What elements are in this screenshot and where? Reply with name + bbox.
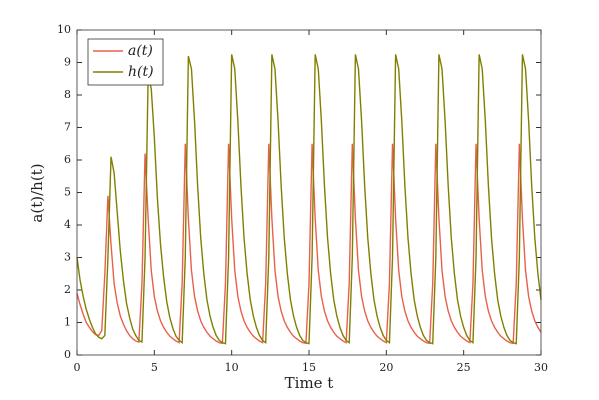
plot-frame — [76, 29, 542, 356]
y-axis-label: a(t)/h(t) — [28, 163, 46, 222]
x-axis-label: Time t — [285, 374, 334, 392]
y-tick-label: 9 — [64, 56, 71, 69]
y-tick-label: 0 — [64, 348, 71, 361]
y-tick-label: 6 — [64, 153, 71, 166]
y-tick-label: 1 — [64, 316, 71, 329]
y-tick-label: 3 — [64, 251, 71, 264]
y-tick-label: 7 — [64, 121, 71, 134]
data-line — [76, 54, 542, 345]
y-tick-label: 2 — [64, 283, 71, 296]
y-tick-label: 5 — [64, 186, 71, 199]
y-tick-label: 8 — [64, 88, 71, 101]
x-tick-label: 20 — [379, 361, 393, 374]
x-tick-label: 0 — [74, 361, 81, 374]
x-tick-label: 15 — [302, 361, 316, 374]
y-tick-label: 4 — [64, 218, 71, 231]
legend-label: h(t) — [128, 64, 154, 80]
data-line — [76, 143, 542, 345]
legend-box — [87, 38, 164, 86]
legend-label: a(t) — [128, 43, 153, 59]
x-tick-label: 25 — [457, 361, 471, 374]
x-tick-label: 10 — [225, 361, 239, 374]
x-tick-label: 5 — [151, 361, 158, 374]
x-tick-label: 30 — [534, 361, 548, 374]
y-tick-label: 10 — [57, 23, 71, 36]
